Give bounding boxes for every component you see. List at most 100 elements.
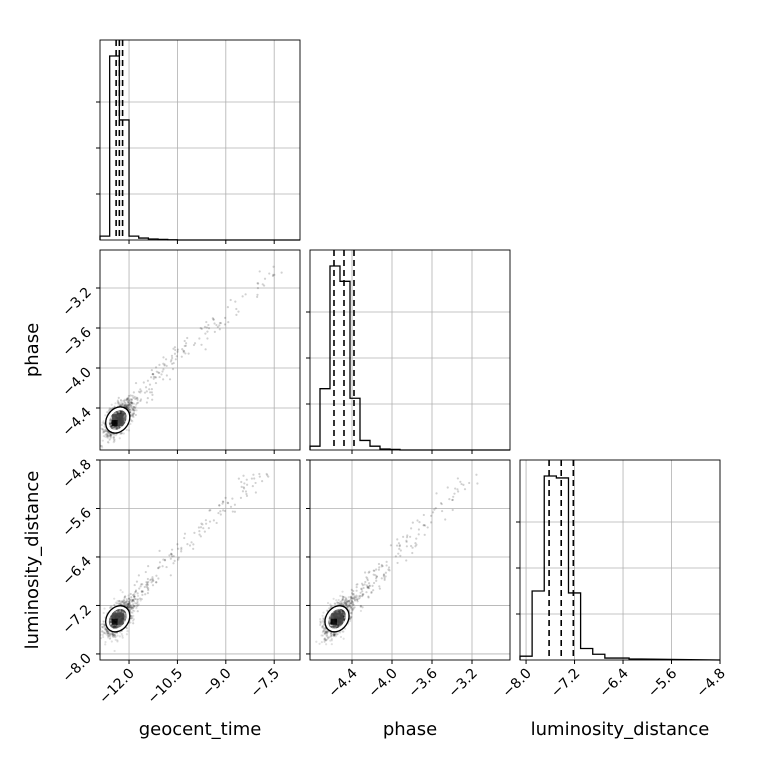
scatter-point [97, 634, 99, 636]
scatter-point [409, 536, 411, 538]
scatter-point [457, 490, 459, 492]
scatter-point [185, 342, 187, 344]
scatter-point [378, 585, 380, 587]
scatter-point [378, 569, 380, 571]
scatter-point [348, 596, 350, 598]
scatter-point [159, 561, 161, 563]
scatter-point [325, 643, 327, 645]
scatter-point [139, 598, 141, 600]
scatter-point [104, 643, 106, 645]
scatter-point [134, 584, 136, 586]
scatter-point [103, 612, 105, 614]
scatter-point [133, 391, 135, 393]
ytick-label: −4.0 [59, 365, 94, 400]
scatter-point [246, 495, 248, 497]
scatter-point [166, 374, 168, 376]
scatter-point [151, 581, 153, 583]
scatter-point [452, 509, 454, 511]
xtick-label: −7.5 [248, 666, 283, 701]
scatter-point [190, 541, 192, 543]
scatter-point [338, 599, 340, 601]
scatter-point [184, 345, 186, 347]
scatter-point [126, 603, 128, 605]
scatter-point [125, 601, 127, 603]
scatter-point [170, 574, 172, 576]
scatter-point [168, 554, 170, 556]
scatter-point [256, 294, 258, 296]
xaxis-label-luminosity_distance: luminosity_distance [531, 719, 710, 740]
scatter-point [326, 638, 328, 640]
scatter-point [241, 486, 243, 488]
scatter-point [98, 633, 100, 635]
scatter-point [339, 595, 341, 597]
scatter-point [336, 601, 338, 603]
scatter-point [396, 538, 398, 540]
scatter-point [364, 581, 366, 583]
scatter-point [128, 594, 130, 596]
scatter-point [114, 402, 116, 404]
scatter-point [113, 598, 115, 600]
scatter-point [206, 331, 208, 333]
scatter-point [141, 583, 143, 585]
scatter-point [133, 600, 135, 602]
scatter-point [204, 326, 206, 328]
scatter-point [416, 519, 418, 521]
scatter-point [180, 550, 182, 552]
density-cell [118, 613, 124, 619]
scatter-point [104, 414, 106, 416]
scatter-point [120, 400, 122, 402]
scatter-point [111, 640, 113, 642]
scatter-point [238, 478, 240, 480]
scatter-point [130, 419, 132, 421]
scatter-point [441, 510, 443, 512]
scatter-point [176, 351, 178, 353]
scatter-point [128, 605, 130, 607]
scatter-point [171, 357, 173, 359]
scatter-point [349, 620, 351, 622]
scatter-point [177, 349, 179, 351]
scatter-point [430, 521, 432, 523]
scatter-point [360, 588, 362, 590]
scatter-point [476, 482, 478, 484]
scatter-point [378, 563, 380, 565]
scatter-point [240, 481, 242, 483]
scatter-point [267, 476, 269, 478]
scatter-point [242, 490, 244, 492]
scatter-point [320, 621, 322, 623]
panel-frame [100, 460, 300, 660]
scatter-point [101, 424, 103, 426]
scatter-point [120, 589, 122, 591]
scatter-point [352, 603, 354, 605]
density-cell [112, 613, 118, 619]
scatter-point [400, 549, 402, 551]
scatter-point [153, 378, 155, 380]
scatter-point [213, 318, 215, 320]
scatter-point [133, 605, 135, 607]
scatter-point [246, 479, 248, 481]
scatter-point [202, 527, 204, 529]
scatter-point [198, 337, 200, 339]
scatter-point [349, 617, 351, 619]
scatter-point [252, 474, 254, 476]
scatter-point [97, 441, 99, 443]
scatter-point [331, 638, 333, 640]
scatter-point [162, 565, 164, 567]
scatter-point [151, 369, 153, 371]
scatter-point [194, 342, 196, 344]
scatter-point [415, 538, 417, 540]
scatter-point [137, 610, 139, 612]
scatter-point [345, 603, 347, 605]
density-cell [118, 414, 124, 420]
scatter-point [121, 591, 123, 593]
scatter-point [352, 590, 354, 592]
scatter-point [256, 296, 258, 298]
scatter-point [135, 598, 137, 600]
scatter-point [213, 322, 215, 324]
scatter-point [112, 634, 114, 636]
scatter-point [215, 324, 217, 326]
scatter-point [373, 582, 375, 584]
scatter-point [361, 590, 363, 592]
scatter-point [220, 513, 222, 515]
scatter-point [103, 607, 105, 609]
scatter-point [121, 403, 123, 405]
